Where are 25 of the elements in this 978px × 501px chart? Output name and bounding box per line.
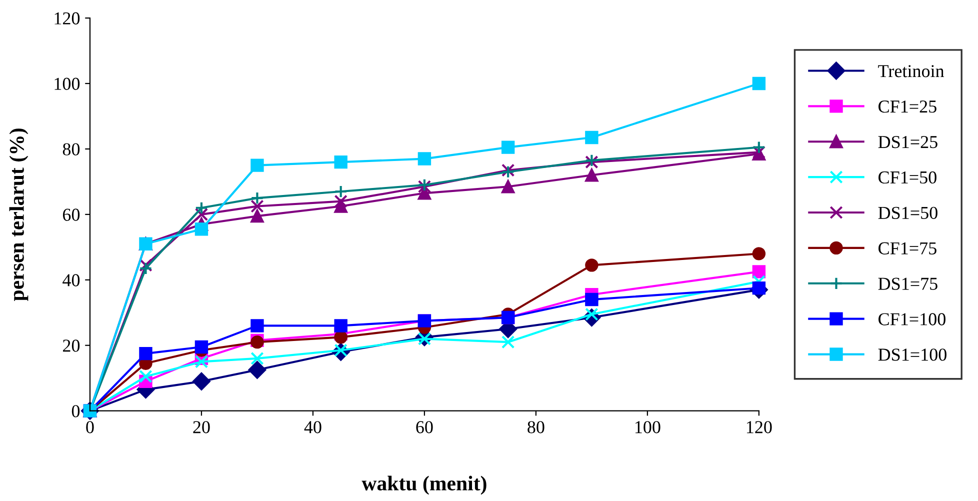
y-tick-label: 120 xyxy=(54,12,80,24)
y-tick-label: 80 xyxy=(62,143,80,156)
x-tick-label: 100 xyxy=(635,421,660,434)
legend-label: CF1=100 xyxy=(878,313,946,326)
legend-label: DS1=50 xyxy=(878,206,938,220)
x-tick-label: 20 xyxy=(193,421,210,434)
x-tick-label: 40 xyxy=(304,421,322,434)
legend-label: DS1=100 xyxy=(878,348,946,361)
legend-label: Tretinoin xyxy=(878,65,944,78)
y-tick-label: 60 xyxy=(62,208,80,221)
x-tick-label: 60 xyxy=(416,421,433,434)
x-axis-title: waktu (menit) xyxy=(362,476,486,495)
x-tick-label: 120 xyxy=(746,421,772,434)
legend-label: CF1=25 xyxy=(878,100,936,113)
x-tick-label: 80 xyxy=(528,421,544,434)
legend-label: CF1=75 xyxy=(878,242,936,254)
legend-label: DS1=25 xyxy=(878,136,938,148)
y-tick-label: 20 xyxy=(62,340,80,352)
legend-label: DS1=75 xyxy=(878,278,938,290)
y-tick-label: 40 xyxy=(62,274,80,286)
y-tick-label: 100 xyxy=(54,78,80,90)
y-axis-title: persen terlarut (%) xyxy=(9,128,28,301)
legend-label: CF1=50 xyxy=(878,171,936,184)
x-tick-label: 0 xyxy=(86,421,94,434)
y-tick-label: 0 xyxy=(72,405,80,418)
